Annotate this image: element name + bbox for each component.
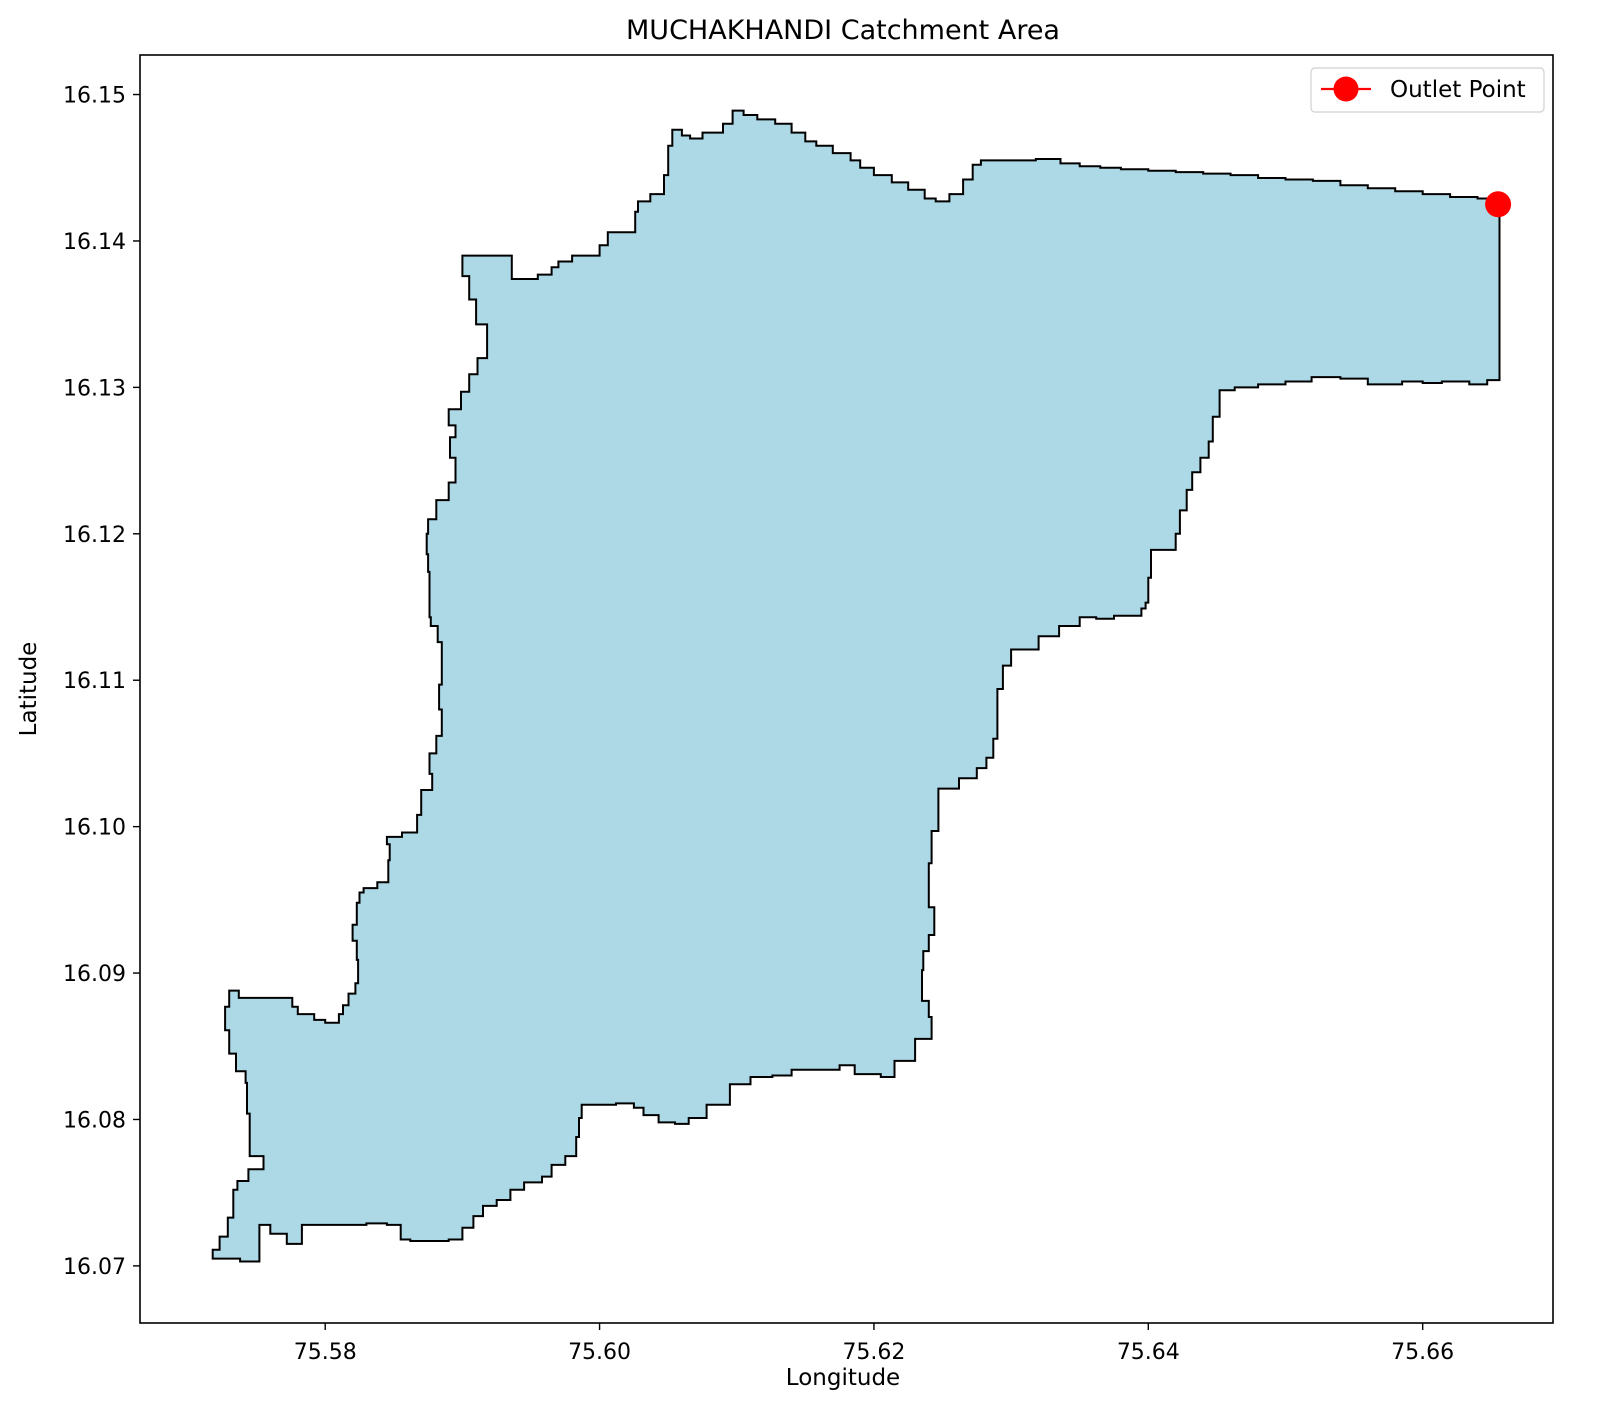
x-tick-label: 75.64 xyxy=(1117,1340,1180,1365)
y-tick-label: 16.08 xyxy=(63,1108,126,1133)
x-axis-label: Longitude xyxy=(786,1365,900,1391)
x-tick-label: 75.58 xyxy=(294,1340,357,1365)
y-tick-label: 16.09 xyxy=(63,962,126,987)
x-tick-label: 75.66 xyxy=(1391,1340,1454,1365)
legend: Outlet Point xyxy=(1310,67,1545,113)
y-tick-label: 16.07 xyxy=(63,1255,126,1280)
y-tick-label: 16.13 xyxy=(63,376,126,401)
x-axis: 75.58 75.60 75.62 75.64 75.66 xyxy=(294,1323,1454,1365)
axes-frame xyxy=(139,54,1554,1324)
catchment-polygon xyxy=(211,109,1501,1263)
plot-area xyxy=(211,109,1512,1263)
chart-title: MUCHAKHANDI Catchment Area xyxy=(626,15,1060,46)
legend-entry-label: Outlet Point xyxy=(1390,77,1526,103)
x-tick-label: 75.62 xyxy=(842,1340,905,1365)
legend-box xyxy=(1310,67,1545,113)
y-axis: 16.07 16.08 16.09 16.10 16.11 16.12 16.13 16.14… xyxy=(63,84,140,1280)
x-tick-label: 75.60 xyxy=(568,1340,631,1365)
outlet-point-marker xyxy=(1485,191,1512,218)
legend-circle-marker xyxy=(1333,76,1359,102)
y-tick-label: 16.12 xyxy=(63,523,126,548)
y-tick-label: 16.14 xyxy=(63,230,126,255)
y-tick-label: 16.15 xyxy=(63,84,126,109)
y-axis-label: Latitude xyxy=(16,642,42,737)
y-tick-label: 16.10 xyxy=(63,816,126,841)
y-tick-label: 16.11 xyxy=(63,669,126,694)
